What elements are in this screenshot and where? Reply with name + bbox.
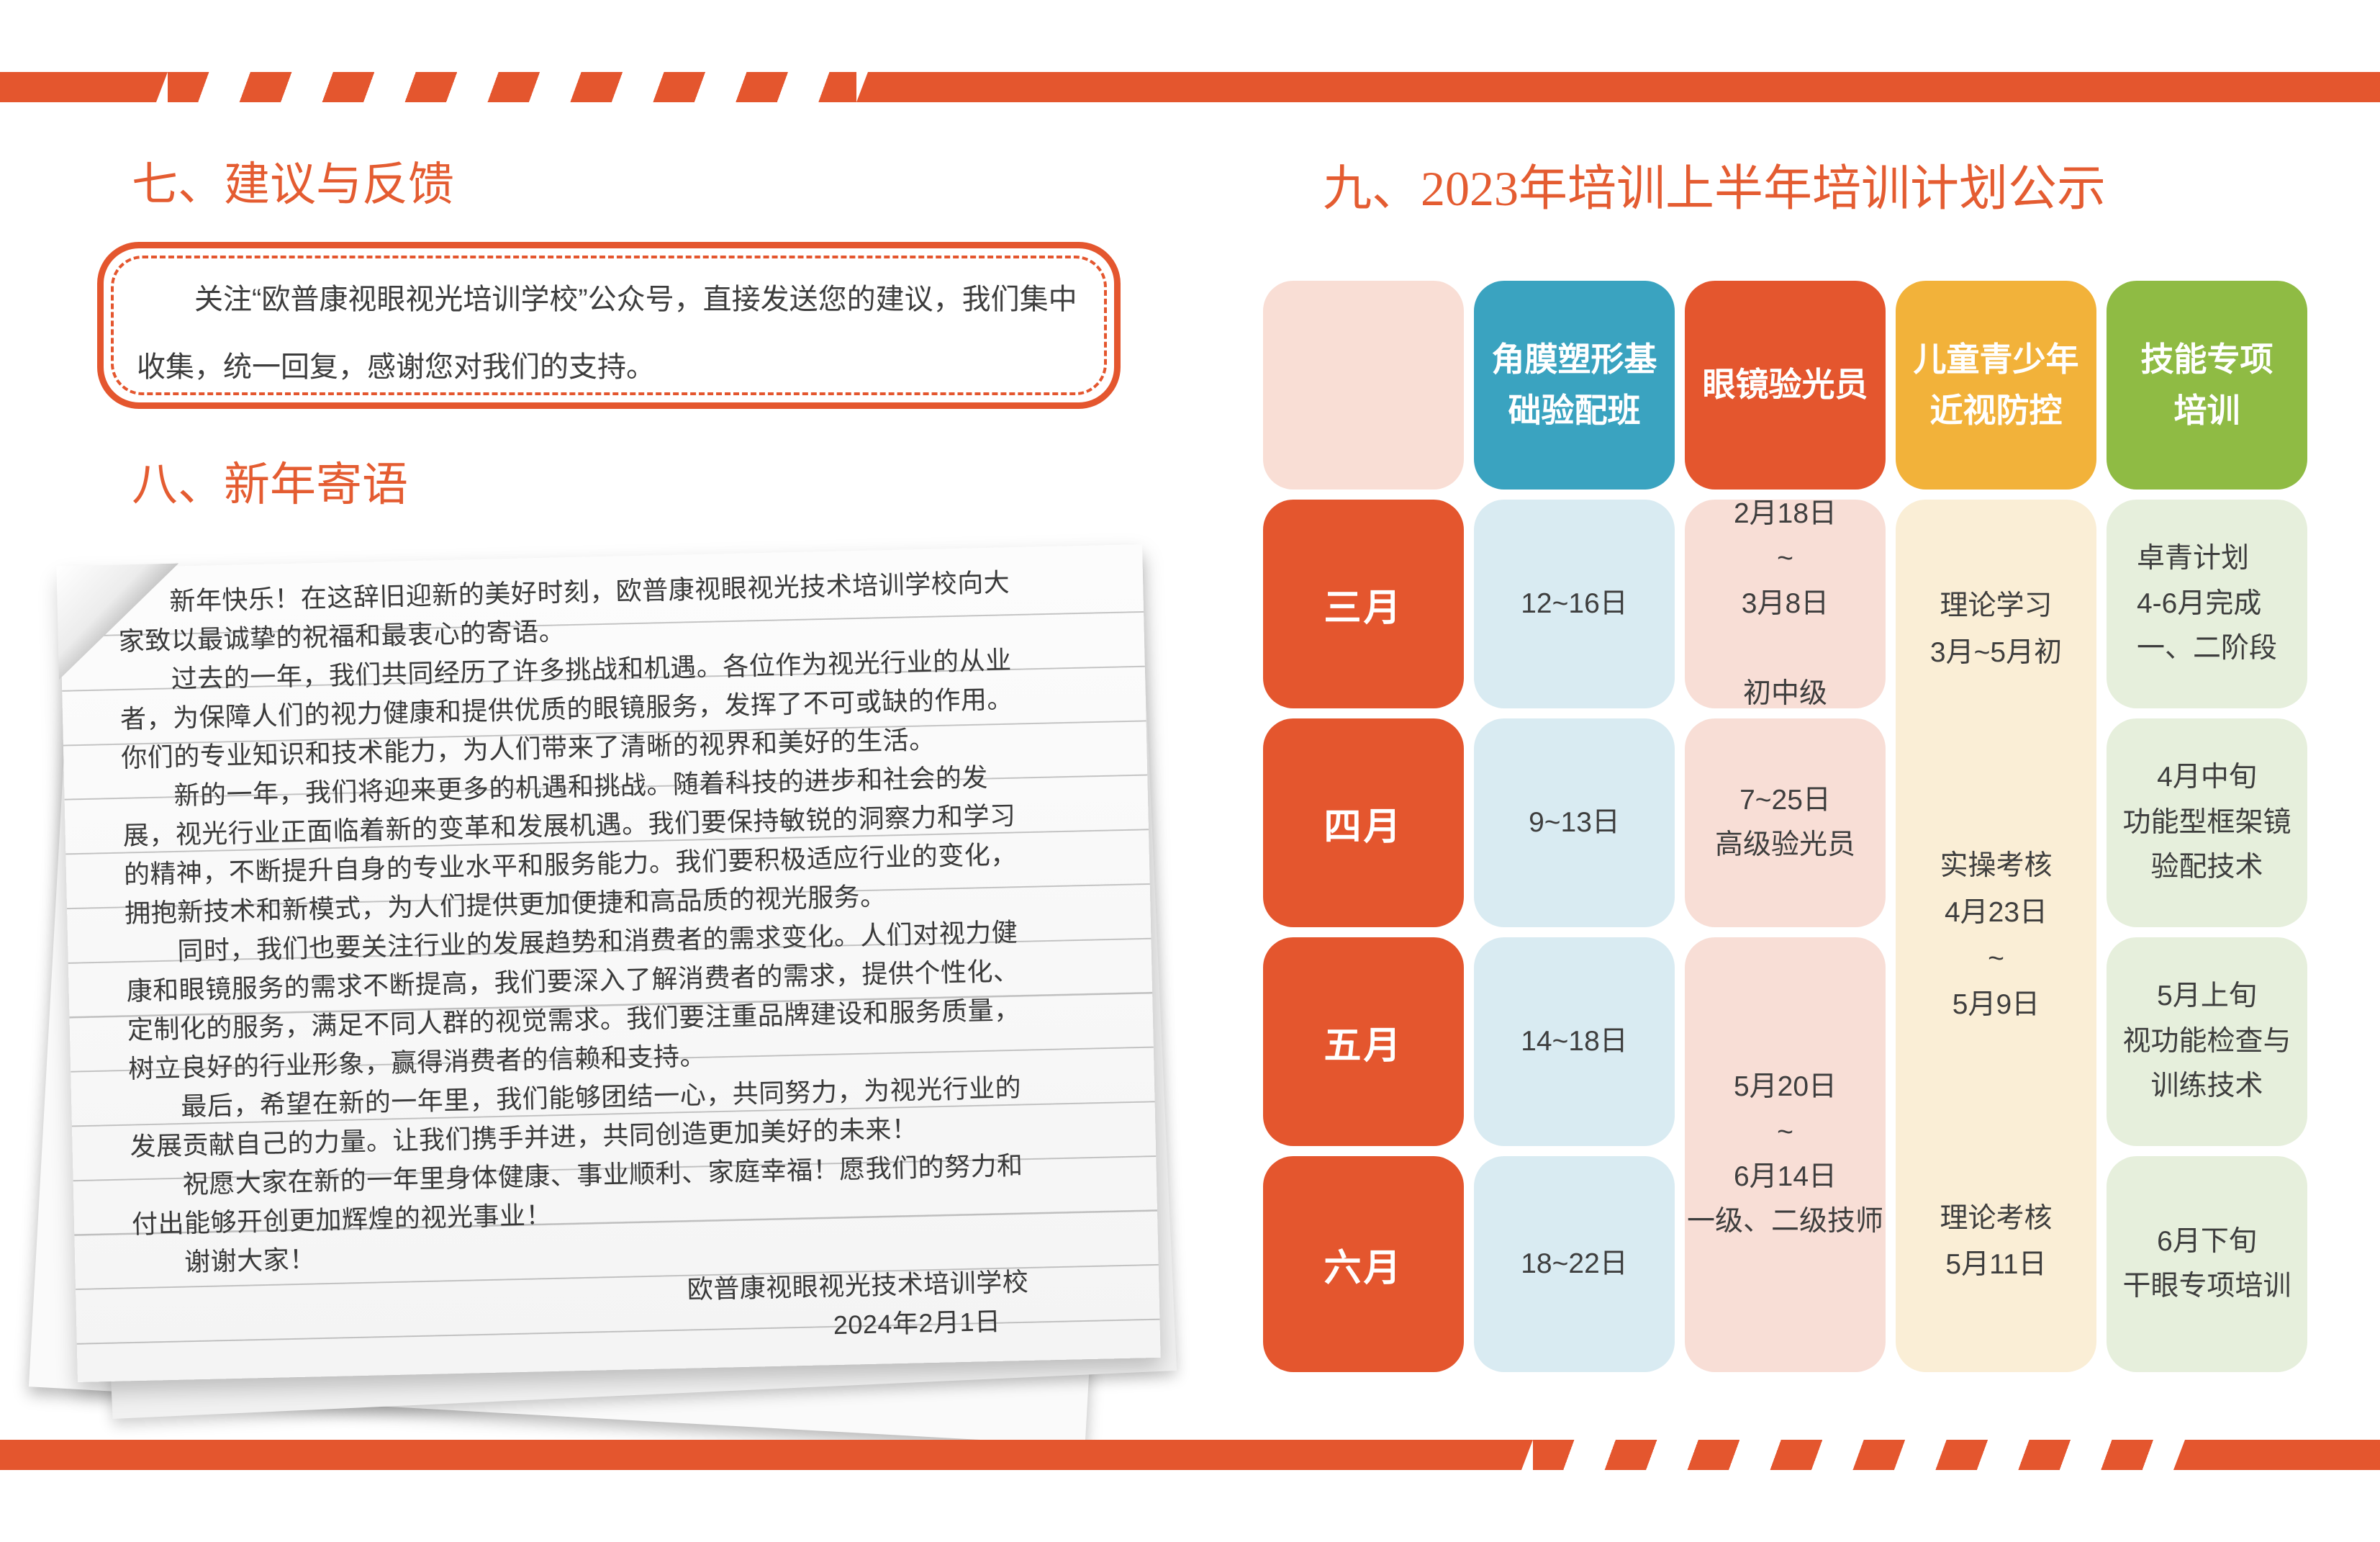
feedback-box: 关注“欧普康视眼视光培训学校”公众号，直接发送您的建议，我们集中收集，统一回复，… [97,242,1121,409]
month-cell-march: 三月 [1263,500,1464,708]
band-solid-segment [0,72,168,102]
skills-june: 6月下旬 干眼专项培训 [2107,1156,2307,1372]
skills-march: 卓青计划 4-6月完成 一、二阶段 [2107,500,2307,708]
month-cell-june: 六月 [1263,1156,1464,1372]
header-myopia-control: 儿童青少年 近视防控 [1896,281,2096,490]
myopia-practical-exam: 实操考核 4月23日 ~ 5月9日 [1940,850,2053,1021]
myopia-control-merged-cell: 理论学习 3月~5月初 实操考核 4月23日 ~ 5月9日 理论考核 5月11日 [1896,500,2096,1372]
optometrist-may-june-merged: 5月20日 ~ 6月14日 一级、二级技师 [1685,937,1886,1372]
band-stripes [168,72,856,102]
myopia-theory-exam: 理论考核 5月11日 [1940,1203,2053,1281]
keratology-june: 18~22日 [1474,1156,1675,1372]
band-solid-segment [0,1440,1533,1470]
training-schedule-table: 角膜塑形基 础验配班 眼镜验光员 儿童青少年 近视防控 技能专项 培训 三月 四… [1263,281,2307,1372]
keratology-may: 14~18日 [1474,937,1675,1146]
band-stripes [1533,1440,2173,1470]
keratology-april: 9~13日 [1474,718,1675,927]
myopia-theory-study: 理论学习 3月~5月初 [1929,590,2063,668]
letter-sheet: 新年快乐！在这辞旧迎新的美好时刻，欧普康视眼视光技术培训学校向大家致以最诚挚的祝… [59,544,1161,1382]
skills-may: 5月上旬 视功能检查与 训练技术 [2107,937,2307,1146]
month-cell-april: 四月 [1263,718,1464,927]
section9-title: 九、2023年培训上半年培训计划公示 [1323,161,2107,216]
keratology-march: 12~16日 [1474,500,1675,708]
letter-paragraph: 过去的一年，我们共同经历了许多挑战和机遇。各位作为视光行业的从业者，为保障人们的… [119,645,1014,773]
band-solid-segment [2173,1440,2380,1470]
letter-paragraph: 同时，我们也要关注行业的发展趋势和消费者的需求变化。人们对视力健康和眼镜服务的需… [126,917,1021,1084]
feedback-box-dashed-border [111,256,1107,395]
section7-title: 七、建议与反馈 [132,159,454,210]
header-blank-cell [1263,281,1464,490]
header-keratology: 角膜塑形基 础验配班 [1474,281,1675,490]
bottom-stripe-band [0,1440,2380,1470]
optometrist-april: 7~25日 高级验光员 [1685,718,1886,927]
month-cell-may: 五月 [1263,937,1464,1146]
band-solid-segment [856,72,2380,102]
letter-paragraph: 新的一年，我们将迎来更多的机遇和挑战。随着科技的进步和社会的发展，视光行业正面临… [122,762,1018,929]
letter-text: 新年快乐！在这辞旧迎新的美好时刻，欧普康视眼视光技术培训学校向大家致以最诚挚的祝… [117,563,1043,1361]
optometrist-march: 2月18日 ~ 3月8日 初中级 [1685,498,1886,709]
section8-title: 八、新年寄语 [132,459,408,510]
feedback-box-text: 关注“欧普康视眼视光培训学校”公众号，直接发送您的建议，我们集中收集，统一回复，… [137,284,1077,383]
skills-april: 4月中旬 功能型框架镜 验配技术 [2107,718,2307,927]
header-optometrist: 眼镜验光员 [1685,281,1886,490]
header-skills-training: 技能专项 培训 [2107,281,2307,490]
top-stripe-band [0,72,2380,102]
letter-paper-stack: 新年快乐！在这辞旧迎新的美好时刻，欧普康视眼视光技术培训学校向大家致以最诚挚的祝… [28,544,1177,1453]
